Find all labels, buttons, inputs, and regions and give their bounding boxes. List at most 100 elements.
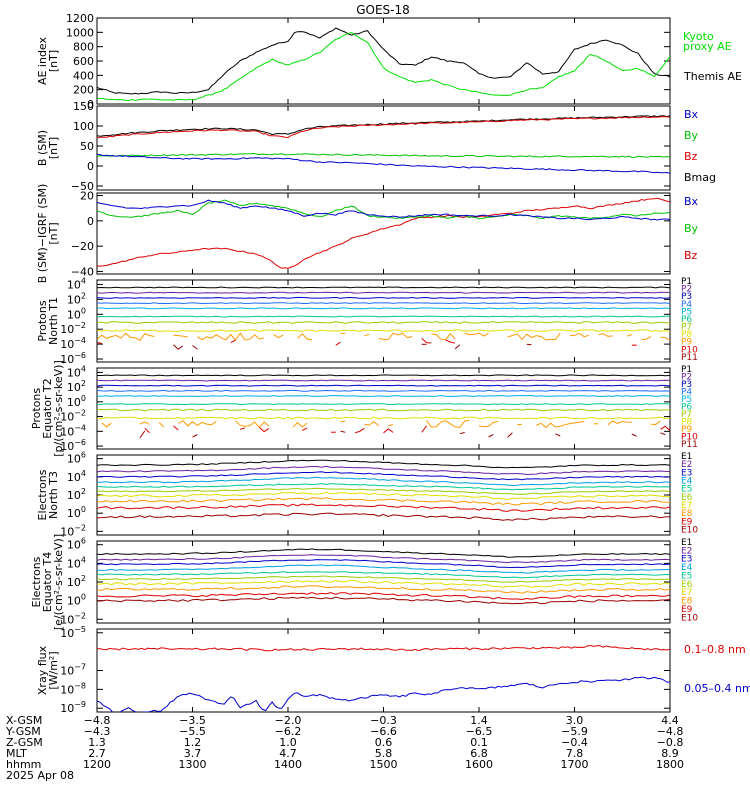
channel-line (455, 345, 460, 349)
channel-line (97, 576, 670, 582)
y-tick-label: 50 (80, 140, 94, 153)
legend-label: P11 (681, 440, 698, 450)
channel-line (97, 466, 670, 474)
channel-line (140, 422, 150, 425)
y-tick-label: 102 (67, 291, 86, 306)
channel-line (364, 422, 378, 426)
channel-line (627, 335, 632, 337)
channel-line (97, 292, 670, 293)
panel-plot-area (97, 460, 670, 520)
legend-label: Bmag (684, 171, 716, 184)
channel-line (259, 428, 269, 432)
y-tick-label: 1200 (66, 12, 94, 25)
channel-line (97, 303, 670, 304)
y-axis-label: [e/(cm²-s-sr-keV)] (52, 534, 65, 630)
y-axis-label: [nT] (47, 222, 60, 244)
channel-line (97, 396, 670, 397)
channel-line (97, 477, 670, 485)
y-tick-label: 100 (67, 505, 86, 520)
y-tick-label: 150 (73, 100, 94, 113)
channel-line (97, 409, 670, 411)
channel-line (570, 333, 589, 336)
channel-line (508, 433, 513, 438)
series-line (97, 646, 670, 651)
y-tick-label: 102 (67, 574, 86, 589)
channel-line (274, 335, 284, 338)
panel-plot-area (97, 198, 670, 268)
ephemeris-value: 1500 (370, 758, 398, 771)
y-axis-label: North T3 (47, 471, 60, 519)
channel-line (102, 423, 112, 427)
channel-line (608, 421, 632, 425)
channel-line (97, 555, 670, 563)
panel-plot-area (97, 549, 670, 604)
channel-line (427, 420, 470, 427)
legend-label: 0.05–0.4 nm (684, 682, 750, 695)
channel-line (384, 429, 394, 433)
channel-line (298, 334, 312, 340)
channel-line (97, 472, 670, 480)
legend-label: Bz (684, 249, 698, 262)
channel-line (660, 433, 665, 435)
y-tick-label: 100 (73, 120, 94, 133)
y-tick-label: 104 (67, 469, 86, 484)
channel-line (97, 330, 670, 332)
channel-line (97, 549, 670, 557)
panel-frame (97, 455, 670, 535)
channel-line (236, 421, 269, 428)
panel-plot-area (97, 375, 670, 438)
y-tick-label: 600 (73, 55, 94, 68)
plot-title: GOES-18 (356, 3, 410, 17)
channel-line (431, 334, 455, 340)
ephemeris-value: 1400 (274, 758, 302, 771)
channel-line (97, 375, 670, 376)
channel-line (422, 426, 427, 432)
ephemeris-value: 1300 (179, 758, 207, 771)
legend-label: P11 (681, 353, 698, 363)
channel-line (97, 343, 102, 344)
legend-label: By (684, 222, 699, 235)
channel-line (293, 423, 307, 428)
channel-line (97, 316, 670, 317)
channel-line (97, 404, 670, 405)
y-tick-label: 10−8 (60, 681, 86, 696)
channel-line (193, 346, 198, 350)
channel-line (97, 581, 670, 588)
legend-label: E10 (681, 613, 698, 623)
series-line (97, 117, 670, 139)
y-axis-label: [p/(cm²-s-sr-keV)] (52, 360, 65, 457)
y-tick-label: 104 (67, 276, 86, 291)
channel-line (193, 435, 198, 438)
channel-line (173, 426, 178, 430)
channel-line (97, 572, 670, 578)
channel-line (598, 334, 612, 337)
channel-line (508, 333, 561, 340)
panel-plot-area (97, 287, 670, 349)
channel-line (341, 431, 346, 432)
channel-line (555, 434, 560, 436)
y-axis-label: [nT] (47, 137, 60, 159)
channel-line (489, 434, 494, 437)
channel-line (159, 422, 164, 427)
y-axis-label: North T1 (47, 297, 60, 345)
channel-line (517, 424, 522, 425)
plot-date: 2025 Apr 08 (6, 769, 74, 782)
channel-line (388, 425, 393, 426)
y-tick-label: 102 (67, 379, 86, 394)
channel-line (97, 385, 670, 386)
ephemeris-value: 1200 (83, 758, 111, 771)
series-line (97, 33, 670, 101)
channel-line (422, 338, 432, 343)
y-tick-label: 100 (67, 593, 86, 608)
y-tick-label: 800 (73, 41, 94, 54)
y-tick-label: 104 (67, 364, 86, 379)
channel-line (97, 333, 154, 340)
